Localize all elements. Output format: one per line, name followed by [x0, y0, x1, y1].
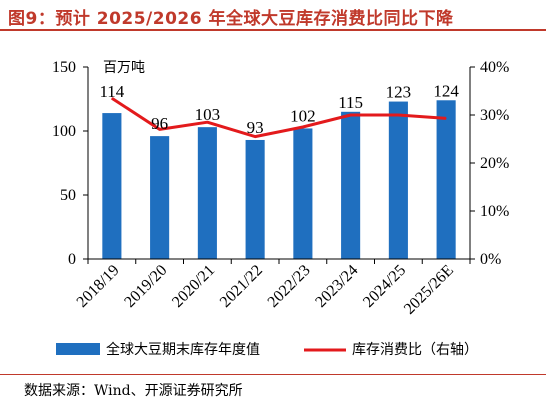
data-label: 103 — [195, 105, 221, 124]
bar-2020/21 — [197, 127, 217, 259]
right-tick-label: 30% — [480, 107, 509, 124]
chart-title: 图9：预计 2025/2026 年全球大豆库存消费比同比下降 — [8, 9, 454, 29]
source-note: 数据来源：Wind、开源证券研究所 — [24, 383, 243, 399]
data-labels: 114 96 103 93 102 115 123 124 — [99, 81, 459, 137]
bar-2018/19 — [102, 113, 122, 259]
line-point-2025/26E — [445, 117, 447, 119]
data-label: 124 — [433, 81, 459, 100]
bar-2022/23 — [293, 128, 313, 259]
title-divider — [0, 29, 546, 31]
data-label: 123 — [386, 83, 412, 102]
line-point-2020/21 — [206, 121, 208, 123]
footer-divider — [0, 374, 546, 375]
legend-bar-label: 全球大豆期末库存年度值 — [106, 341, 260, 358]
bar-2025/26E — [436, 100, 456, 259]
line-point-2023/24 — [350, 114, 352, 116]
legend-bar-swatch — [56, 343, 100, 355]
x-tick-label: 2020/21 — [169, 262, 218, 311]
bar-2023/24 — [341, 111, 361, 259]
line-point-2024/25 — [397, 114, 399, 116]
x-tick-label: 2018/19 — [74, 262, 123, 311]
bar-series — [102, 100, 456, 259]
bar-2021/22 — [245, 139, 265, 259]
line-path — [111, 96, 447, 139]
combo-chart: 0501001500%10%20%30%40%2018/192019/20202… — [52, 59, 509, 358]
left-tick-label: 100 — [52, 123, 76, 140]
left-tick-label: 50 — [60, 187, 76, 204]
legend-line-label: 库存消费比（右轴） — [352, 342, 478, 358]
line-point-2022/23 — [302, 126, 304, 128]
line-point-2019/20 — [159, 128, 161, 130]
data-label: 114 — [99, 82, 124, 101]
x-tick-label: 2022/23 — [265, 262, 314, 311]
line-series — [111, 96, 447, 139]
line-point-2021/22 — [254, 136, 256, 138]
right-tick-label: 0% — [480, 251, 501, 268]
legend: 全球大豆期末库存年度值 库存消费比（右轴） — [56, 341, 478, 358]
right-tick-label: 10% — [480, 203, 509, 220]
x-tick-label: 2023/24 — [312, 262, 361, 311]
bar-2024/25 — [388, 101, 408, 259]
data-label: 93 — [247, 118, 264, 137]
unit-label: 百万吨 — [103, 60, 145, 76]
left-tick-label: 0 — [68, 251, 76, 268]
line-point-2018/19 — [111, 97, 113, 99]
right-tick-label: 20% — [480, 155, 509, 172]
x-tick-label: 2025/26E — [401, 262, 457, 318]
x-tick-label: 2021/22 — [217, 262, 266, 311]
data-label: 102 — [290, 106, 316, 125]
data-label: 115 — [338, 93, 363, 112]
right-tick-label: 40% — [480, 59, 509, 76]
bar-2019/20 — [150, 136, 170, 259]
x-tick-label: 2019/20 — [121, 262, 170, 311]
left-tick-label: 150 — [52, 59, 76, 76]
data-label: 96 — [151, 114, 168, 133]
